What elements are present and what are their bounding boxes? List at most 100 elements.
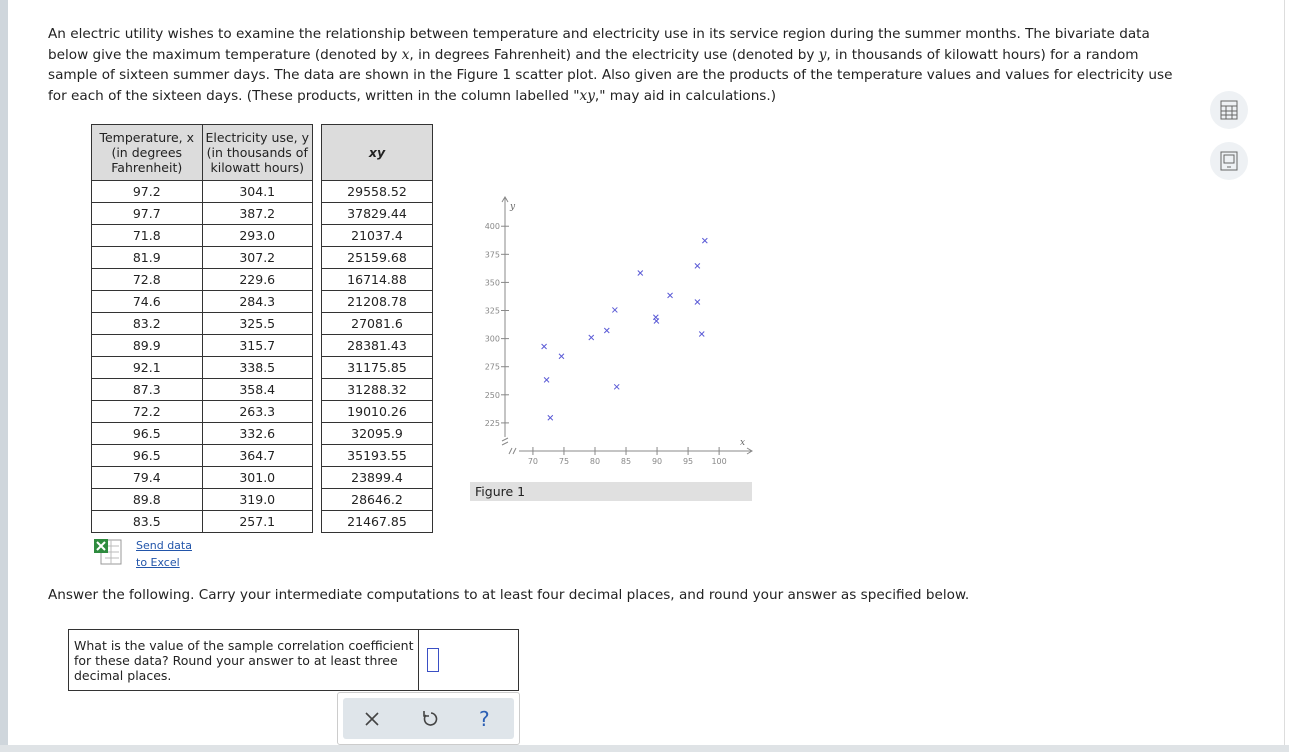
y-tick-label: 250 — [485, 391, 500, 400]
table-row: 35193.55 — [321, 444, 433, 467]
scatter-point — [588, 334, 595, 341]
x-tick-label: 80 — [590, 457, 600, 466]
x-axis-arrow — [746, 447, 753, 455]
header-line: (in degrees — [111, 145, 183, 160]
table-cell: 358.4 — [201, 378, 313, 401]
scatter-point — [667, 292, 673, 299]
help-button[interactable]: ? — [479, 707, 490, 731]
excel-link[interactable]: Send data to Excel — [136, 537, 192, 571]
table-cell: 92.1 — [91, 356, 203, 379]
math-variable: xy — [579, 87, 595, 104]
answer-input[interactable] — [427, 648, 439, 672]
table-row: 37829.44 — [321, 202, 433, 225]
table-cell: 89.9 — [91, 334, 203, 357]
x-axis-break — [508, 447, 517, 455]
xy-table: xy 29558.52 37829.44 21037.4 25159.68 16714.… — [321, 124, 433, 533]
table-cell: 72.8 — [91, 268, 203, 291]
table-cell: 257.1 — [201, 510, 313, 533]
scatter-point — [698, 331, 705, 337]
undo-arrow — [423, 711, 429, 717]
table-cell: 27081.6 — [321, 312, 433, 335]
table-cell: 81.9 — [91, 246, 203, 269]
table-cell: 83.2 — [91, 312, 203, 335]
x-tick-label: 75 — [559, 457, 569, 466]
reference-detail — [1223, 154, 1235, 168]
y-tick-label: 350 — [485, 278, 500, 287]
scatter-point — [603, 327, 610, 334]
table-cell: 79.4 — [91, 466, 203, 489]
table-row: 96.5 364.7 — [91, 444, 313, 467]
table-cell: 31175.85 — [321, 356, 433, 379]
side-strip — [0, 0, 8, 752]
toolbar: ? — [343, 698, 514, 739]
table-cell: 87.3 — [91, 378, 203, 401]
excel-icon[interactable] — [93, 537, 125, 567]
table-row: 89.8 319.0 — [91, 488, 313, 511]
y-axis-break — [501, 437, 509, 446]
table-row: 74.6 284.3 — [91, 290, 313, 313]
table-row: 92.1 338.5 — [91, 356, 313, 379]
x-axis-label: x — [740, 438, 745, 448]
table-row: 32095.9 — [321, 422, 433, 445]
header-line: Electricity use, y — [205, 130, 310, 145]
header-line: xy — [368, 145, 386, 160]
clear-icon — [365, 712, 379, 726]
table-row: 21467.85 — [321, 510, 433, 533]
math-variable: y — [818, 46, 827, 63]
header-line: Fahrenheit) — [111, 160, 183, 175]
table-cell: 338.5 — [201, 356, 313, 379]
reference-button[interactable] — [1210, 142, 1248, 180]
column-header: Temperature, x (in degrees Fahrenheit) — [91, 124, 203, 181]
clear-button[interactable] — [365, 712, 379, 726]
side-tools — [1210, 91, 1248, 180]
table-cell: 32095.9 — [321, 422, 433, 445]
scatter-point — [652, 314, 659, 321]
cell-divider — [418, 630, 419, 690]
table-cell: 21467.85 — [321, 510, 433, 533]
table-row: 87.3 358.4 — [91, 378, 313, 401]
table-row: 19010.26 — [321, 400, 433, 423]
table-row: 72.8 229.6 — [91, 268, 313, 291]
intro-text: An electric utility wishes to examine th… — [48, 26, 1150, 63]
table-cell: 31288.32 — [321, 378, 433, 401]
table-cell: 28646.2 — [321, 488, 433, 511]
y-tick-label: 325 — [485, 307, 500, 316]
scatter-point — [694, 263, 701, 269]
scatter-point — [558, 353, 565, 360]
calculator-button[interactable] — [1210, 91, 1248, 129]
table-row: 25159.68 — [321, 246, 433, 269]
table-cell: 229.6 — [201, 268, 313, 291]
table-row: 21208.78 — [321, 290, 433, 313]
y-tick-label: 275 — [485, 363, 500, 372]
scatter-point — [613, 383, 620, 390]
table-cell: 332.6 — [201, 422, 313, 445]
undo-button[interactable] — [421, 710, 439, 728]
table-row: 97.2 304.1 — [91, 180, 313, 203]
excel-link-line[interactable]: to Excel — [136, 556, 180, 569]
table-cell: 21208.78 — [321, 290, 433, 313]
table-cell: 89.8 — [91, 488, 203, 511]
table-cell: 96.5 — [91, 422, 203, 445]
table-cell: 97.2 — [91, 180, 203, 203]
table-cell: 315.7 — [201, 334, 313, 357]
table-cell: 37829.44 — [321, 202, 433, 225]
table-cell: 35193.55 — [321, 444, 433, 467]
calculator-icon — [1220, 100, 1238, 120]
table-cell: 304.1 — [201, 180, 313, 203]
x-tick-label: 90 — [652, 457, 662, 466]
table-cell: 263.3 — [201, 400, 313, 423]
y-tick-label: 400 — [485, 222, 500, 231]
table-cell: 23899.4 — [321, 466, 433, 489]
toolbar-frame: ? — [337, 692, 520, 745]
table-cell: 16714.88 — [321, 268, 433, 291]
y-axis-label: y — [509, 202, 516, 212]
table-row: 83.5 257.1 — [91, 510, 313, 533]
scatter-plot: y x 225 250 275 300 325 350 375 400 70 75 80 85 90 95 10… — [485, 196, 753, 466]
y-tick-label: 300 — [485, 335, 500, 344]
excel-link-line[interactable]: Send data — [136, 539, 192, 552]
table-row: 21037.4 — [321, 224, 433, 247]
table-cell: 97.7 — [91, 202, 203, 225]
table-cell: 83.5 — [91, 510, 203, 533]
table-cell: 325.5 — [201, 312, 313, 335]
table-row: 31175.85 — [321, 356, 433, 379]
